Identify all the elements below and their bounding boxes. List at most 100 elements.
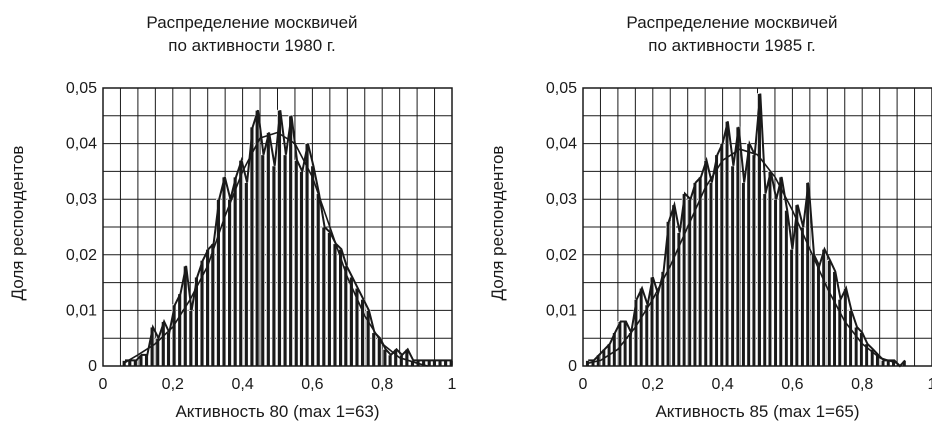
x-tick-label: 1 (448, 376, 457, 393)
histogram-bar (338, 248, 343, 367)
histogram-bar (853, 326, 859, 367)
histogram-bar (778, 176, 784, 367)
y-tick-label: 0 (88, 358, 97, 375)
histogram-bar (282, 154, 288, 367)
histogram-bar (617, 321, 623, 367)
histogram-bar (832, 271, 837, 367)
x-tick-label: 1 (928, 376, 932, 393)
histogram-bar (762, 193, 768, 367)
histogram-bar (254, 109, 260, 367)
histogram-bar (644, 304, 650, 367)
x-axis-label: Активность 85 (max 1=65) (655, 402, 859, 421)
histogram-bar (371, 332, 377, 367)
x-tick-label: 0,4 (231, 376, 253, 393)
histogram-bar (299, 170, 304, 367)
chart-title-line: по активности 1980 г. (168, 36, 336, 55)
y-axis-label: Доля респондентов (488, 146, 507, 301)
y-tick-label: 0,01 (66, 302, 97, 319)
x-tick-label: 0 (99, 376, 108, 393)
histogram-bar (327, 232, 332, 367)
histogram-bar (304, 143, 310, 367)
histogram-bar (628, 332, 633, 367)
y-tick-label: 0 (568, 358, 577, 375)
histogram-bar (210, 243, 216, 367)
y-axis-label: Доля респондентов (8, 146, 27, 301)
x-tick-label: 0,4 (711, 376, 733, 393)
histogram-bar (188, 309, 194, 367)
histogram-bar (249, 126, 255, 367)
histogram-bar (288, 115, 294, 367)
histogram-bar (271, 165, 277, 367)
y-tick-label: 0,04 (546, 136, 577, 153)
histogram-bar (387, 354, 393, 367)
histogram-bar (315, 193, 321, 367)
histogram-bar (735, 126, 741, 367)
histogram-bar (398, 354, 404, 367)
histogram-bar (714, 154, 719, 367)
histogram-bar (697, 176, 703, 367)
histogram-bar (654, 293, 660, 367)
histogram-bar (227, 198, 232, 367)
x-tick-label: 0,6 (781, 376, 803, 393)
histogram-bar (166, 332, 171, 367)
histogram-bar (848, 309, 853, 367)
histogram-bar (719, 143, 725, 367)
x-tick-label: 0,8 (371, 376, 393, 393)
histogram-bar (800, 226, 805, 367)
histogram-bar (293, 159, 299, 367)
frequency-polygon (588, 93, 906, 368)
histogram-bar (243, 182, 249, 367)
histogram-bar (144, 354, 149, 367)
x-tick-label: 0 (579, 376, 588, 393)
x-tick-label: 0,6 (301, 376, 323, 393)
histogram-bar (827, 259, 832, 367)
histogram-bar (681, 193, 687, 367)
y-tick-label: 0,01 (546, 302, 577, 319)
histogram-bar (343, 265, 349, 367)
y-tick-label: 0,03 (546, 191, 577, 208)
chart-1980: Распределение москвичей по активности 198… (8, 13, 457, 421)
histogram-bar (221, 176, 227, 367)
histogram-bar (757, 93, 762, 367)
histogram-bar (816, 265, 821, 367)
histogram-bar (767, 170, 773, 367)
histogram-bar (671, 204, 676, 367)
histogram-bar (730, 165, 735, 367)
histogram-bar (821, 248, 826, 367)
histogram-bar (310, 165, 316, 367)
histogram-bar (773, 198, 778, 367)
chart-title-line: Распределение москвичей (626, 13, 837, 32)
fit-curve (588, 148, 898, 364)
histogram-bar (265, 132, 271, 367)
histogram-bar (232, 176, 238, 367)
histogram-bar (789, 248, 794, 367)
x-tick-label: 0,2 (162, 376, 184, 393)
histogram-bar (741, 182, 746, 367)
chart-1985: Распределение москвичей по активности 198… (488, 13, 932, 421)
histogram-bar (660, 271, 666, 367)
y-tick-label: 0,05 (66, 80, 97, 97)
histogram-bar (810, 254, 816, 367)
histogram-bar (843, 287, 848, 367)
y-tick-label: 0,04 (66, 136, 97, 153)
fit-curve (123, 131, 428, 367)
x-axis-label: Активность 80 (max 1=63) (175, 402, 379, 421)
histogram-bar (859, 332, 864, 367)
histogram-bar (321, 226, 327, 367)
y-tick-label: 0,02 (546, 247, 577, 264)
x-tick-label: 0,2 (642, 376, 664, 393)
x-tick-label: 0,8 (851, 376, 873, 393)
histogram-bar (622, 321, 628, 367)
histogram-bar (277, 109, 282, 367)
plot-frame (582, 87, 932, 367)
y-tick-label: 0,05 (546, 80, 577, 97)
chart-title-line: Распределение москвичей (146, 13, 357, 32)
histogram-bar (382, 348, 388, 367)
histogram-bar (238, 159, 244, 367)
histogram-bar (676, 232, 682, 367)
histogram-bar (177, 293, 183, 367)
histogram-bar (805, 182, 810, 367)
histogram-bar (332, 243, 338, 367)
histogram-bar (784, 209, 789, 367)
